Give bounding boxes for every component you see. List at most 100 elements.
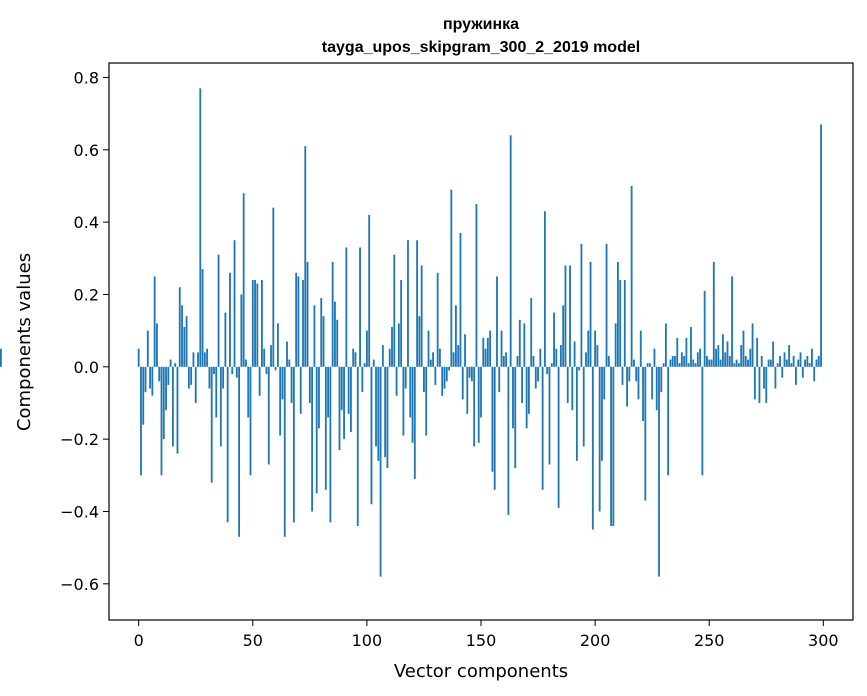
bar-66	[288, 359, 291, 367]
chart-subtitle: tayga_upos_skipgram_300_2_2019 model	[322, 39, 640, 56]
bar-293	[806, 355, 809, 367]
bar-106	[379, 366, 382, 577]
bar-194	[580, 243, 583, 367]
bar-11	[162, 366, 165, 440]
bar-167	[518, 319, 521, 367]
bar-149	[477, 366, 480, 443]
bar-9	[158, 366, 161, 382]
bar-15	[171, 366, 174, 447]
bar-279	[774, 366, 777, 389]
bar-25	[194, 366, 197, 403]
bar-289	[797, 359, 800, 367]
bar-193	[578, 366, 581, 371]
bar-43	[235, 366, 238, 378]
bar-90	[343, 366, 345, 440]
bar-29	[203, 352, 206, 367]
bar-96	[356, 366, 359, 526]
x-tick-label: 250	[694, 631, 725, 650]
bar-210	[617, 261, 619, 367]
bar-69	[295, 272, 298, 367]
bar-176	[539, 348, 542, 367]
bar-137	[450, 189, 453, 367]
bar-22	[187, 366, 190, 389]
bar-251	[710, 359, 713, 367]
bar-157	[496, 276, 498, 367]
bar-191	[573, 341, 576, 367]
bar-281	[779, 355, 781, 367]
bar-139	[454, 305, 457, 367]
bar-233	[669, 359, 672, 367]
bar-213	[623, 280, 626, 367]
bar-122	[416, 240, 419, 367]
bar-142	[461, 366, 464, 400]
bar-37	[222, 366, 225, 389]
bar-133	[441, 366, 444, 396]
bar-177	[541, 366, 544, 490]
bar-135	[445, 366, 448, 382]
bar-164	[512, 366, 514, 429]
bar-280	[776, 363, 779, 367]
bar-222	[644, 366, 647, 501]
bar-272	[758, 366, 761, 403]
bar-147	[473, 366, 476, 447]
bar-129	[432, 352, 434, 367]
bar-231	[664, 323, 667, 367]
bar-85	[331, 261, 334, 367]
bar-72	[302, 280, 304, 367]
bar-247	[701, 366, 704, 476]
bar-229	[660, 366, 663, 393]
bar-207	[610, 366, 612, 526]
bar-205	[605, 243, 608, 367]
bar-59	[272, 207, 275, 367]
bar-186	[562, 305, 565, 367]
bar-239	[683, 355, 686, 367]
x-tick-label: 0	[134, 631, 144, 650]
bar-56	[265, 366, 268, 375]
y-tick-label: 0.2	[74, 285, 99, 304]
y-tick-label: 0.0	[74, 358, 99, 377]
y-tick-label: −0.6	[60, 575, 99, 594]
bar-10	[160, 366, 163, 476]
bar-166	[516, 355, 519, 367]
bar-299	[820, 124, 822, 367]
bar-124	[420, 265, 423, 367]
bar-250	[708, 359, 711, 367]
bar-182	[553, 312, 555, 367]
bar-283	[783, 352, 786, 367]
bar-219	[637, 366, 640, 400]
bar-170	[525, 366, 528, 429]
bar-261	[733, 363, 736, 367]
bar-53	[258, 366, 261, 396]
bar-200	[594, 330, 597, 367]
bar-286	[790, 363, 793, 367]
bar-265	[742, 330, 745, 367]
bar-156	[493, 366, 496, 490]
bar-163	[509, 135, 512, 367]
bar-224	[648, 363, 651, 367]
bar-2	[142, 366, 145, 425]
bar-101	[368, 214, 371, 367]
bar-201	[596, 345, 599, 367]
bar-294	[808, 363, 811, 367]
bar-287	[792, 355, 795, 367]
bar-238	[680, 352, 683, 367]
bar-288	[795, 366, 797, 385]
bar-198	[589, 261, 592, 367]
bar-175	[537, 366, 539, 382]
bar-16	[174, 363, 177, 367]
bar-34	[215, 366, 218, 418]
bar-263	[737, 363, 740, 367]
bar-208	[612, 366, 615, 526]
bar-253	[715, 348, 717, 367]
bar-168	[521, 366, 523, 403]
bar-115	[400, 280, 403, 367]
bar-78	[315, 366, 318, 494]
bar-1	[140, 366, 142, 476]
x-tick-label: 100	[352, 631, 383, 650]
bar-39	[226, 366, 229, 523]
bar-215	[628, 366, 631, 382]
bar-87	[336, 319, 339, 367]
bar-27	[199, 88, 202, 367]
bar-245	[696, 352, 699, 367]
